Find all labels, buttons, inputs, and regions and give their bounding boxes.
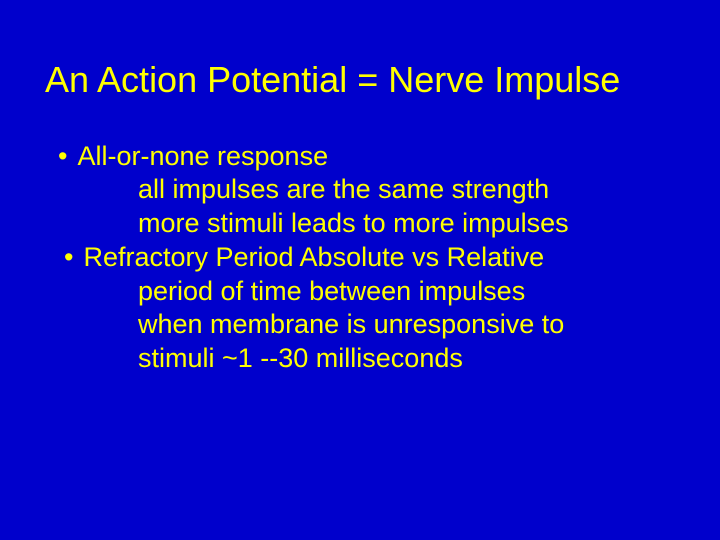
sub-item: when membrane is unresponsive to [58,308,680,342]
sub-item: stimuli ~1 --30 milliseconds [58,342,680,376]
bullet-text: All-or-none response [77,140,328,174]
slide-title: An Action Potential = Nerve Impulse [0,0,720,130]
bullet-icon: • [58,140,67,174]
sub-item: period of time between impulses [58,275,680,309]
sub-item: all impulses are the same strength [58,173,680,207]
bullet-text: Refractory Period Absolute vs Relative [83,241,544,275]
bullet-item: • All-or-none response [58,140,680,174]
bullet-icon: • [64,241,73,275]
slide-body: • All-or-none response all impulses are … [0,130,720,376]
slide: An Action Potential = Nerve Impulse • Al… [0,0,720,540]
sub-item: more stimuli leads to more impulses [58,207,680,241]
bullet-item: • Refractory Period Absolute vs Relative [58,241,680,275]
